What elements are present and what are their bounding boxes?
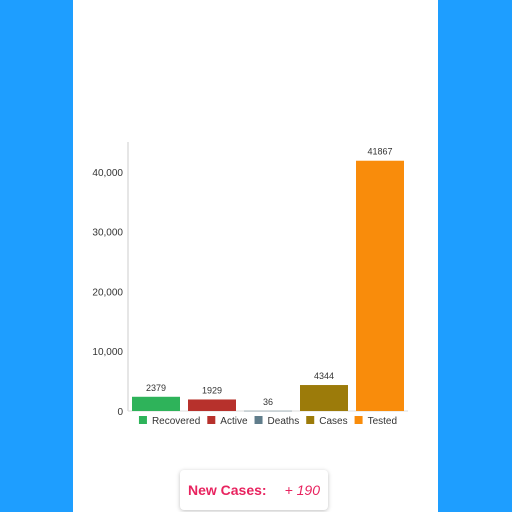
- legend-swatch-recovered: [138, 416, 147, 424]
- bar-cases: [300, 385, 348, 411]
- y-tick-label: 40,000: [92, 168, 123, 179]
- y-tick-label: 20,000: [92, 287, 123, 298]
- legend: Recovered Active Deaths Cases Tested: [138, 416, 397, 427]
- legend-label-tested: Tested: [368, 416, 397, 427]
- legend-swatch-cases: [306, 416, 315, 424]
- data-label-active: 1929: [202, 385, 222, 395]
- bar-tested: [356, 160, 404, 411]
- data-label-recovered: 2379: [146, 383, 166, 393]
- new-cases-card: New Cases: + 190: [180, 470, 328, 510]
- new-cases-value: + 190: [284, 482, 321, 498]
- bar-deaths: [244, 410, 292, 412]
- legend-swatch-deaths: [254, 416, 263, 424]
- data-label-tested: 41867: [367, 147, 392, 157]
- y-tick-label: 10,000: [92, 347, 123, 358]
- y-tick-label: 0: [117, 407, 123, 418]
- bars: 2379 1929 36 4344 41867: [132, 147, 404, 412]
- legend-label-cases: Cases: [319, 416, 347, 427]
- legend-swatch-tested: [354, 416, 363, 424]
- y-tick-label: 30,000: [92, 228, 123, 239]
- data-label-deaths: 36: [263, 397, 273, 407]
- legend-label-recovered: Recovered: [152, 416, 200, 427]
- legend-label-deaths: Deaths: [268, 416, 300, 427]
- data-label-cases: 4344: [314, 371, 334, 381]
- bar-active: [188, 399, 236, 411]
- new-cases-label: New Cases:: [187, 482, 267, 498]
- legend-swatch-active: [207, 416, 216, 424]
- bar-recovered: [132, 396, 180, 411]
- legend-label-active: Active: [220, 416, 248, 427]
